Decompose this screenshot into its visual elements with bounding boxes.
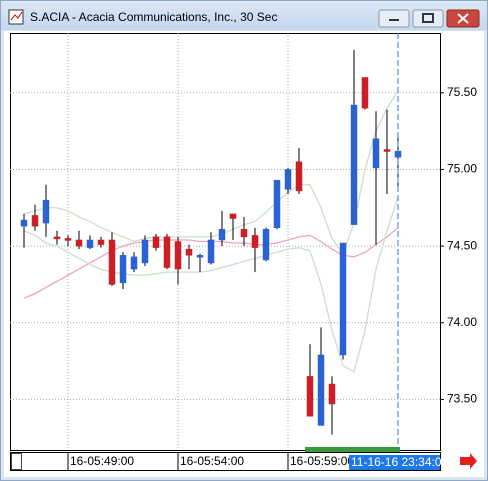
maximize-icon: [422, 13, 434, 23]
candle-body: [328, 383, 336, 405]
candle-body: [218, 228, 226, 241]
x-tick-label: 16-05:54:00: [180, 454, 244, 468]
scroll-box[interactable]: [11, 453, 22, 470]
candle-body: [383, 149, 391, 152]
close-icon: [457, 13, 469, 24]
candle-body: [64, 238, 72, 241]
candle-body: [185, 248, 193, 256]
minimize-icon: [389, 19, 399, 21]
candle-body: [174, 241, 182, 270]
candle-body: [207, 239, 215, 264]
candle-body: [42, 199, 50, 224]
cursor-label: 11-16-16 23:34:00: [351, 455, 449, 469]
candle-body: [97, 239, 105, 245]
y-tick-label: 75.00: [447, 162, 477, 176]
candle-body: [295, 161, 303, 192]
candle-body: [317, 354, 325, 426]
candle-body: [130, 256, 138, 270]
candle-body: [152, 236, 160, 248]
x-tick-label: 16-05:49:00: [70, 454, 134, 468]
candle-body: [339, 242, 347, 356]
candle-body: [361, 77, 369, 109]
window-title: S.ACIA - Acacia Communications, Inc., 30…: [30, 10, 277, 24]
candle-body: [141, 239, 149, 264]
y-tick-label: 74.00: [447, 315, 477, 329]
y-tick-label: 75.50: [447, 85, 477, 99]
candle-body: [196, 255, 204, 258]
candle-body: [53, 236, 61, 240]
candle-body: [20, 219, 28, 227]
candle-body: [75, 239, 83, 247]
candle-body: [306, 376, 314, 417]
x-axis-bar: [10, 452, 441, 471]
range-highlight: [305, 447, 400, 452]
app-icon: [8, 9, 24, 25]
y-tick-label: 73.50: [447, 392, 477, 406]
candle-body: [240, 228, 248, 238]
candle-body: [273, 179, 281, 228]
maximize-button[interactable]: [412, 9, 444, 28]
candle-body: [251, 235, 259, 248]
app-icon-graph: [10, 11, 23, 21]
candle-body: [284, 169, 292, 190]
minimize-button[interactable]: [378, 9, 410, 28]
candle-body: [119, 255, 127, 284]
candle-body: [31, 215, 39, 227]
overlay-line: [23, 196, 399, 373]
candle-body: [108, 239, 116, 285]
x-tick-label: 16-05:59:00: [290, 454, 354, 468]
candle-body: [350, 104, 358, 225]
candle-body: [163, 236, 171, 268]
candle-body: [262, 228, 270, 261]
y-tick-label: 74.50: [447, 238, 477, 252]
candle-body: [86, 239, 94, 248]
candle-body: [229, 213, 237, 219]
cursor-label-box: [349, 455, 440, 470]
candle-body: [372, 138, 380, 169]
scroll-arrow[interactable]: [460, 453, 477, 469]
